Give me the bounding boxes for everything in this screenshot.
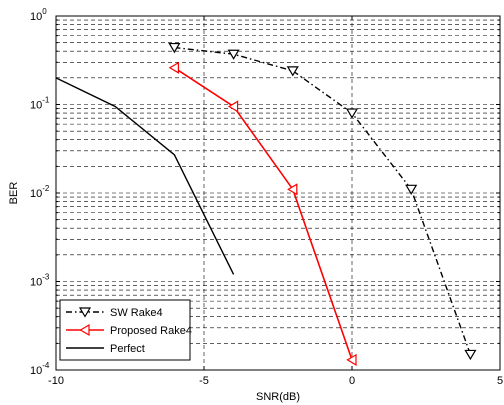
series-2 [168,61,357,366]
y-tick-exponent: 0 [42,7,47,16]
series-line [174,46,472,355]
legend-marker [78,307,92,318]
x-tick-label: -10 [48,375,64,387]
data-point [405,184,418,196]
data-point [345,108,359,119]
legend: SW Rake4 Proposed Rake4 Perfect [59,299,192,361]
ticks [55,16,501,370]
y-tick-exponent: -3 [42,273,50,282]
y-tick-label: 100 [30,7,47,23]
legend-label: SW Rake4 [110,307,163,319]
data-point [346,353,357,366]
series-1 [168,42,477,361]
legend-item: SW Rake4 [66,307,163,319]
legend-item: Proposed Rake4 [66,323,192,337]
data-point [227,100,239,113]
x-tick-label: 0 [349,375,355,387]
data-point [227,49,240,60]
y-tick-label: 10-4 [30,361,50,377]
x-tick-label: -5 [199,375,209,387]
y-tick-exponent: -1 [42,96,50,105]
y-tick-label: 10-2 [30,184,50,200]
series-3 [55,77,235,275]
data-point [168,42,181,54]
x-tick-label: 5 [497,375,503,387]
y-tick-exponent: -4 [42,361,50,370]
legend-label: Proposed Rake4 [110,325,192,337]
legend-marker [79,323,90,337]
y-tick-label: 10-3 [30,273,50,289]
y-tick-label: 10-1 [30,96,50,112]
legend-label: Perfect [110,343,145,355]
series-line [55,77,235,275]
data-point [464,349,477,361]
data-point [287,183,298,196]
y-tick-exponent: -2 [42,184,50,193]
legend-item: Perfect [66,343,145,355]
x-axis-label: SNR(dB) [256,391,300,403]
data-point [168,61,179,74]
y-axis-label: BER [8,182,20,205]
series-line [173,67,353,361]
data-point [286,66,299,77]
series-layer [55,42,477,366]
